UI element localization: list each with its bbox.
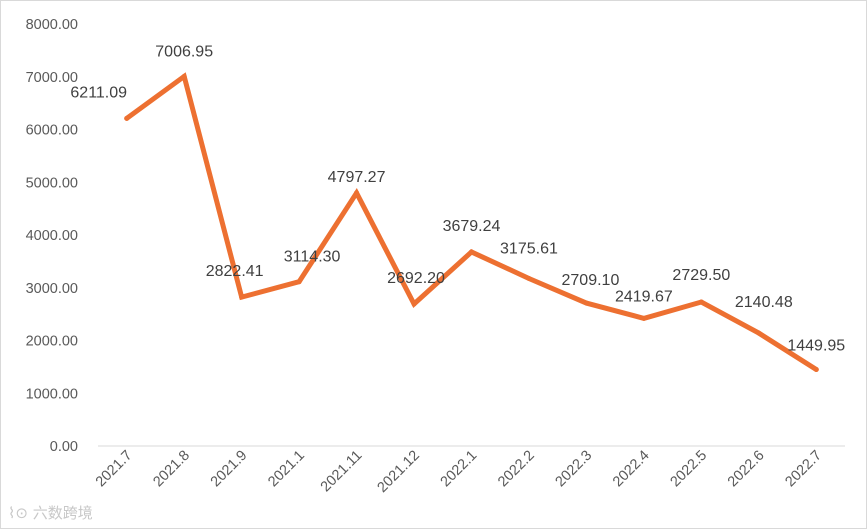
y-tick-label: 8000.00 xyxy=(26,17,78,33)
data-label: 2822.41 xyxy=(206,263,264,280)
data-label: 3175.61 xyxy=(500,240,558,257)
x-tick-label: 2022.3 xyxy=(553,448,596,491)
x-tick-label: 2021.7 xyxy=(93,448,136,491)
y-tick-label: 0.00 xyxy=(50,439,78,455)
data-label: 2140.48 xyxy=(735,294,793,311)
liuxu-logo-icon: ⌇⊙ xyxy=(8,504,28,522)
y-tick-label: 1000.00 xyxy=(26,386,78,402)
x-tick-label: 2021.12 xyxy=(374,448,422,496)
y-tick-label: 2000.00 xyxy=(26,334,78,350)
data-point xyxy=(756,330,762,336)
x-tick-label: 2021.1 xyxy=(265,448,308,491)
x-tick-label: 2021.11 xyxy=(318,448,366,496)
data-label: 3679.24 xyxy=(443,218,501,235)
x-tick-label: 2021.8 xyxy=(150,448,193,491)
data-point xyxy=(469,249,474,255)
y-tick-label: 6000.00 xyxy=(26,123,78,139)
data-point xyxy=(526,275,532,281)
x-axis: 2021.7 2021.8 2021.9 2021.1 2021.11 2021.12 20… xyxy=(93,448,825,496)
y-tick-label: 5000.00 xyxy=(26,175,78,191)
data-label: 2709.10 xyxy=(562,272,620,289)
data-point xyxy=(698,299,704,305)
data-label: 1449.95 xyxy=(787,338,845,355)
data-labels: 6211.09 7006.95 2822.41 3114.30 4797.27 2692.… xyxy=(70,43,845,354)
y-axis: 0.00 1000.00 2000.00 3000.00 4000.00 5000.00 6… xyxy=(26,17,78,455)
data-label: 6211.09 xyxy=(70,84,127,101)
data-label: 3114.30 xyxy=(284,249,341,266)
data-point xyxy=(813,367,819,373)
data-point xyxy=(124,115,130,121)
y-tick-label: 7000.00 xyxy=(26,70,78,86)
x-tick-label: 2022.5 xyxy=(667,448,710,491)
data-point xyxy=(181,73,187,79)
data-point xyxy=(411,301,417,307)
data-point xyxy=(641,315,647,321)
data-point xyxy=(583,300,589,306)
data-label: 2729.50 xyxy=(672,267,730,284)
data-points xyxy=(124,73,819,373)
x-tick-label: 2022.7 xyxy=(782,448,825,491)
x-tick-label: 2022.2 xyxy=(495,448,538,491)
x-tick-label: 2021.9 xyxy=(208,448,251,491)
x-tick-label: 2022.6 xyxy=(725,448,768,491)
data-label: 7006.95 xyxy=(155,43,213,60)
y-tick-label: 4000.00 xyxy=(26,228,78,244)
y-tick-label: 3000.00 xyxy=(26,281,78,297)
data-point xyxy=(239,294,245,300)
watermark: ⌇⊙ 六数跨境 xyxy=(8,502,93,523)
data-label: 2419.67 xyxy=(615,288,673,305)
x-tick-label: 2022.4 xyxy=(610,448,653,491)
watermark-text: 六数跨境 xyxy=(32,504,93,522)
x-tick-label: 2022.1 xyxy=(438,448,481,491)
data-label: 2692.20 xyxy=(387,270,445,287)
data-point xyxy=(296,279,302,285)
data-point xyxy=(354,190,360,196)
data-label: 4797.27 xyxy=(328,169,386,186)
